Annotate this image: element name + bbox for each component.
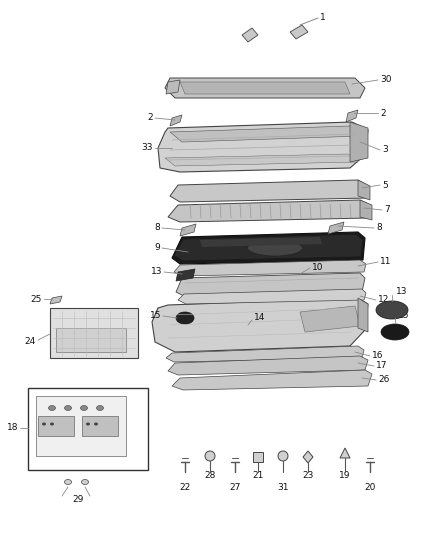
- Text: 27: 27: [230, 483, 241, 492]
- Ellipse shape: [64, 406, 71, 410]
- Bar: [50, 308, 138, 358]
- Polygon shape: [165, 78, 365, 98]
- Ellipse shape: [42, 423, 46, 425]
- Text: 25: 25: [31, 295, 42, 303]
- Bar: [28, 388, 148, 470]
- Bar: [56, 328, 126, 352]
- Text: 31: 31: [277, 483, 289, 492]
- Text: 13: 13: [151, 268, 162, 277]
- Text: 12: 12: [378, 295, 389, 304]
- Text: 2: 2: [380, 109, 385, 117]
- Text: 28: 28: [204, 472, 215, 481]
- Text: 15: 15: [398, 311, 410, 320]
- Polygon shape: [300, 306, 360, 332]
- Polygon shape: [340, 448, 350, 458]
- Text: 5: 5: [382, 181, 388, 190]
- Polygon shape: [170, 115, 182, 126]
- Ellipse shape: [81, 406, 88, 410]
- Polygon shape: [358, 180, 370, 200]
- Bar: [38, 416, 74, 436]
- Text: 17: 17: [376, 361, 388, 370]
- Ellipse shape: [278, 451, 288, 461]
- Polygon shape: [290, 25, 308, 39]
- Text: 8: 8: [376, 223, 382, 232]
- Text: 21: 21: [252, 472, 264, 481]
- Polygon shape: [172, 232, 365, 264]
- Polygon shape: [242, 28, 258, 42]
- Text: 10: 10: [312, 263, 324, 272]
- Text: 7: 7: [384, 206, 390, 214]
- Text: 11: 11: [380, 257, 392, 266]
- Ellipse shape: [50, 423, 54, 425]
- Text: 29: 29: [72, 496, 83, 505]
- Text: 33: 33: [141, 143, 153, 152]
- Polygon shape: [180, 82, 350, 94]
- Ellipse shape: [376, 301, 408, 319]
- Polygon shape: [174, 260, 366, 276]
- Polygon shape: [178, 289, 366, 304]
- Polygon shape: [350, 122, 368, 162]
- Polygon shape: [180, 224, 196, 236]
- Text: 24: 24: [25, 337, 36, 346]
- Text: 30: 30: [380, 76, 392, 85]
- Polygon shape: [176, 269, 195, 281]
- Ellipse shape: [49, 406, 56, 410]
- Polygon shape: [168, 356, 368, 375]
- Polygon shape: [158, 122, 368, 172]
- Ellipse shape: [96, 406, 103, 410]
- Polygon shape: [170, 180, 368, 202]
- Ellipse shape: [64, 480, 71, 484]
- Ellipse shape: [205, 451, 215, 461]
- Ellipse shape: [247, 240, 303, 256]
- Polygon shape: [50, 296, 62, 304]
- Polygon shape: [360, 200, 372, 220]
- Ellipse shape: [381, 324, 409, 340]
- Ellipse shape: [81, 480, 88, 484]
- Text: 23: 23: [302, 472, 314, 481]
- Bar: [253, 452, 263, 462]
- Polygon shape: [303, 451, 313, 463]
- Text: 15: 15: [149, 311, 161, 320]
- Polygon shape: [165, 154, 358, 166]
- Polygon shape: [175, 235, 362, 260]
- Text: 1: 1: [320, 13, 326, 22]
- Text: 16: 16: [372, 351, 384, 360]
- Ellipse shape: [94, 423, 98, 425]
- Bar: [36, 396, 126, 456]
- Text: 19: 19: [339, 472, 351, 481]
- Polygon shape: [176, 273, 365, 296]
- Text: 9: 9: [154, 244, 160, 253]
- Bar: [82, 416, 118, 436]
- Text: 2: 2: [147, 114, 153, 123]
- Polygon shape: [172, 370, 372, 390]
- Polygon shape: [170, 126, 362, 142]
- Text: 14: 14: [254, 313, 265, 322]
- Polygon shape: [168, 200, 370, 222]
- Polygon shape: [328, 222, 344, 234]
- Polygon shape: [200, 237, 322, 247]
- Polygon shape: [152, 298, 368, 352]
- Text: 22: 22: [180, 483, 191, 492]
- Polygon shape: [166, 346, 364, 362]
- Text: 20: 20: [364, 483, 376, 492]
- Text: 8: 8: [154, 223, 160, 232]
- Text: 13: 13: [396, 287, 407, 296]
- Ellipse shape: [176, 312, 194, 324]
- Polygon shape: [166, 80, 180, 94]
- Polygon shape: [346, 110, 358, 122]
- Text: 18: 18: [7, 424, 18, 432]
- Polygon shape: [358, 298, 368, 332]
- Text: 26: 26: [378, 376, 389, 384]
- Text: 3: 3: [382, 146, 388, 155]
- Ellipse shape: [86, 423, 90, 425]
